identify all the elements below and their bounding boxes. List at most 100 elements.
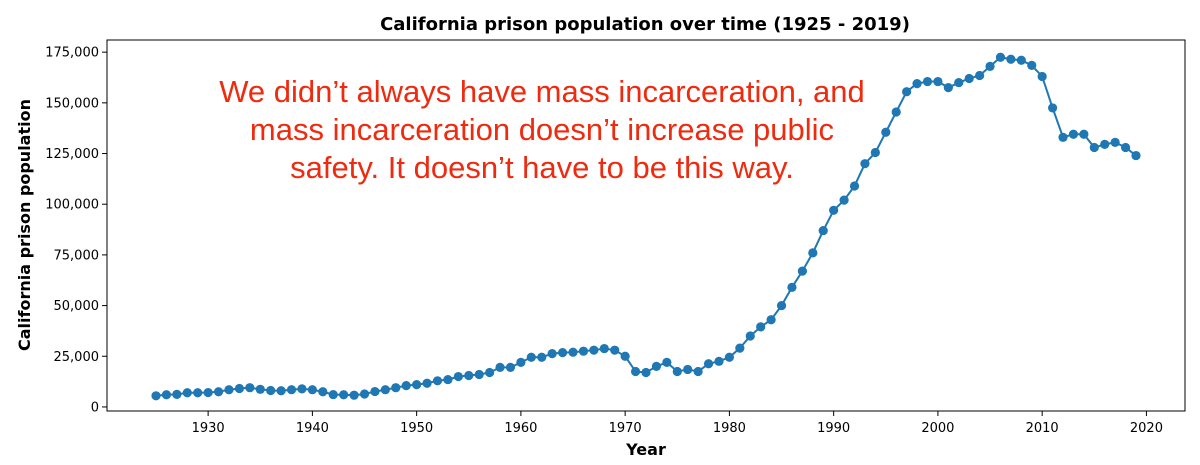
data-point [1131, 150, 1141, 161]
data-point [1089, 142, 1099, 153]
data-point [349, 390, 359, 400]
data-point [985, 61, 995, 71]
data-point [1079, 129, 1089, 139]
data-point [933, 76, 943, 87]
y-tick-label: 50,000 [54, 299, 100, 314]
data-point [829, 205, 839, 215]
data-point [276, 386, 286, 396]
data-point [224, 385, 234, 395]
data-point [641, 367, 651, 378]
x-tick-label: 1950 [400, 421, 433, 436]
data-point [839, 195, 849, 205]
data-point [578, 346, 589, 356]
data-point [464, 370, 474, 381]
data-point [505, 362, 516, 373]
data-point [891, 107, 901, 117]
data-point [589, 345, 599, 355]
data-point [485, 367, 495, 378]
data-point [318, 387, 328, 397]
data-point [516, 357, 526, 367]
chart-annotation: We didn’t always have mass incarceration… [219, 74, 865, 185]
y-tick-label: 125,000 [45, 147, 99, 162]
data-point [568, 347, 578, 357]
data-point [776, 300, 787, 311]
data-point [922, 76, 933, 87]
x-tick-label: 1980 [713, 421, 746, 436]
x-tick-label: 1990 [817, 421, 850, 436]
data-point [339, 390, 349, 400]
data-point [995, 52, 1006, 62]
data-point [662, 357, 672, 367]
data-point [1068, 129, 1079, 139]
data-point [1006, 54, 1016, 64]
data-point [401, 381, 411, 391]
data-point [724, 352, 735, 362]
data-point [860, 159, 870, 169]
y-tick-label: 150,000 [45, 96, 99, 111]
data-point [620, 351, 630, 361]
x-tick-label: 2000 [921, 421, 954, 436]
data-point [412, 380, 422, 390]
annotation-line-1: We didn’t always have mass incarceration… [219, 74, 865, 109]
data-point [1100, 139, 1110, 150]
data-point [954, 77, 964, 88]
data-point [703, 359, 714, 369]
series-points [151, 52, 1141, 401]
data-point [380, 385, 390, 395]
x-tick-label: 2020 [1130, 421, 1163, 436]
x-axis-label: Year [625, 440, 666, 459]
annotation-line-3: safety. It doesn’t have to be this way. [290, 150, 794, 185]
data-point [537, 352, 547, 362]
data-point [797, 266, 807, 276]
x-tick-label: 1960 [504, 421, 537, 436]
data-point [359, 389, 370, 399]
data-point [912, 78, 922, 89]
data-point [651, 361, 662, 371]
x-axis-ticks: 1930 1940 1950 1960 1970 1980 1990 2000 2010 2020 [192, 411, 1163, 436]
data-point [756, 322, 766, 332]
annotation-line-2: mass incarceration doesn’t increase publ… [250, 112, 834, 147]
data-point [787, 282, 797, 292]
data-point [808, 248, 818, 258]
data-point [234, 383, 244, 394]
data-point [558, 348, 568, 358]
x-tick-label: 1940 [296, 421, 329, 436]
data-point [714, 356, 724, 366]
data-point [245, 383, 255, 393]
y-tick-label: 25,000 [54, 350, 100, 365]
data-point [453, 371, 463, 382]
data-point [286, 385, 297, 395]
data-point [902, 87, 912, 97]
data-point [1016, 55, 1026, 65]
data-point [432, 376, 443, 386]
data-point [297, 384, 307, 394]
data-point [672, 366, 682, 377]
y-tick-label: 0 [91, 400, 99, 415]
data-point [328, 389, 338, 400]
series-prison-population [151, 52, 1141, 401]
data-point [255, 384, 265, 394]
data-point [881, 127, 891, 137]
data-point [735, 343, 745, 353]
y-tick-label: 175,000 [45, 46, 99, 61]
x-tick-label: 1930 [192, 421, 225, 436]
y-axis-label: California prison population [15, 99, 34, 351]
data-point [693, 366, 703, 377]
y-tick-label: 100,000 [45, 198, 99, 213]
data-point [1037, 71, 1047, 82]
data-point [203, 387, 213, 398]
data-point [610, 345, 620, 355]
chart-title: California prison population over time (… [380, 14, 910, 35]
data-point [849, 181, 860, 191]
data-point [266, 385, 276, 396]
data-point [526, 352, 536, 362]
plot-frame [106, 39, 1186, 412]
data-point [683, 364, 693, 375]
data-point [1058, 132, 1068, 142]
data-point [443, 374, 453, 385]
data-point [745, 331, 755, 341]
data-point [161, 390, 172, 400]
data-point [547, 349, 557, 359]
data-point [391, 383, 401, 393]
